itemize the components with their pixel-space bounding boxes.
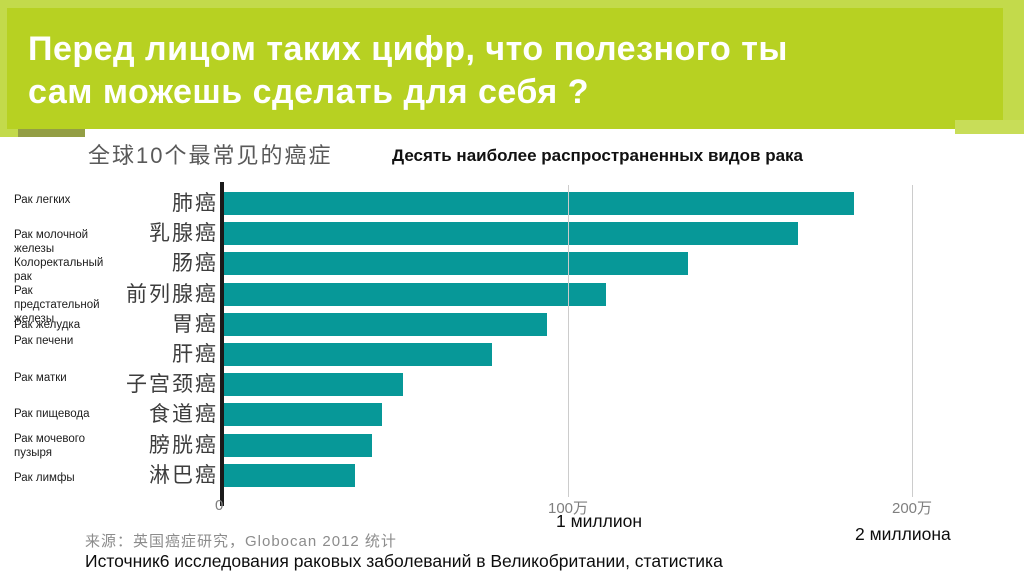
- bar-label-russian-9: Рак лимфы: [14, 472, 75, 484]
- bar-label-chinese-0: 肺癌: [172, 192, 218, 215]
- bar-label-russian-4: Рак желудка: [14, 319, 81, 331]
- bar-1: [224, 222, 798, 245]
- bar-label-russian-0: Рак легких: [14, 194, 71, 206]
- bar-6: [224, 373, 403, 396]
- x-tick-100: 100万: [547, 500, 589, 517]
- header-green-block: [7, 8, 1003, 129]
- bar-label-russian-8: Рак мочевого пузыря: [14, 433, 86, 459]
- x-tick-200: 200万: [891, 500, 933, 517]
- bar-9: [224, 464, 355, 487]
- x-tick-0: 0: [215, 497, 224, 514]
- bar-0: [224, 192, 854, 215]
- gridline-100: [568, 185, 569, 497]
- x-tick-russian-2million: 2 миллиона: [855, 524, 951, 544]
- bar-label-chinese-9: 淋巴癌: [149, 464, 218, 487]
- bar-3: [224, 283, 606, 306]
- header-decor-strip-olive: [18, 129, 85, 137]
- bar-7: [224, 403, 382, 426]
- bar-label-chinese-4: 胃癌: [172, 313, 218, 336]
- bar-2: [224, 252, 688, 275]
- chart-title-chinese: 全球10个最常见的癌症: [88, 143, 333, 168]
- y-axis-line: [220, 182, 224, 506]
- header-decor-strip-left: [0, 129, 18, 137]
- bar-label-chinese-1: 乳腺癌: [149, 222, 218, 245]
- bar-label-chinese-5: 肝癌: [172, 343, 218, 366]
- bar-label-chinese-2: 肠癌: [172, 252, 218, 275]
- bar-label-russian-7: Рак пищевода: [14, 408, 90, 420]
- bar-label-chinese-8: 膀胱癌: [149, 434, 218, 457]
- bar-5: [224, 343, 492, 366]
- bar-label-russian-6: Рак матки: [14, 372, 67, 384]
- bar-label-russian-5: Рак печени: [14, 335, 74, 347]
- slide-title: Перед лицом таких цифр, что полезного ты…: [28, 28, 968, 114]
- header-decor-strip-right: [955, 120, 1024, 134]
- source-note-russian: Источник6 исследования раковых заболеван…: [85, 551, 723, 571]
- chart-title-russian: Десять наиболее распространенных видов р…: [392, 146, 803, 165]
- bar-4: [224, 313, 547, 336]
- bar-label-russian-3: Рак предстательной железы: [14, 285, 100, 325]
- slide-title-line2: сам можешь сделать для себя ?: [28, 73, 589, 111]
- bar-8: [224, 434, 372, 457]
- bar-label-russian-1: Рак молочной железы: [14, 229, 89, 255]
- gridline-200: [912, 185, 913, 497]
- bar-label-russian-2: Колоректальный рак: [14, 257, 104, 283]
- bar-label-chinese-3: 前列腺癌: [126, 283, 218, 306]
- bar-label-chinese-7: 食道癌: [149, 403, 218, 426]
- slide-title-line1: Перед лицом таких цифр, что полезного ты: [28, 30, 788, 68]
- x-tick-russian-1million: 1 миллион: [556, 511, 642, 531]
- source-note-chinese: 来源：英国癌症研究，Globocan 2012 统计: [85, 533, 397, 550]
- bar-label-chinese-6: 子宫颈癌: [126, 373, 218, 396]
